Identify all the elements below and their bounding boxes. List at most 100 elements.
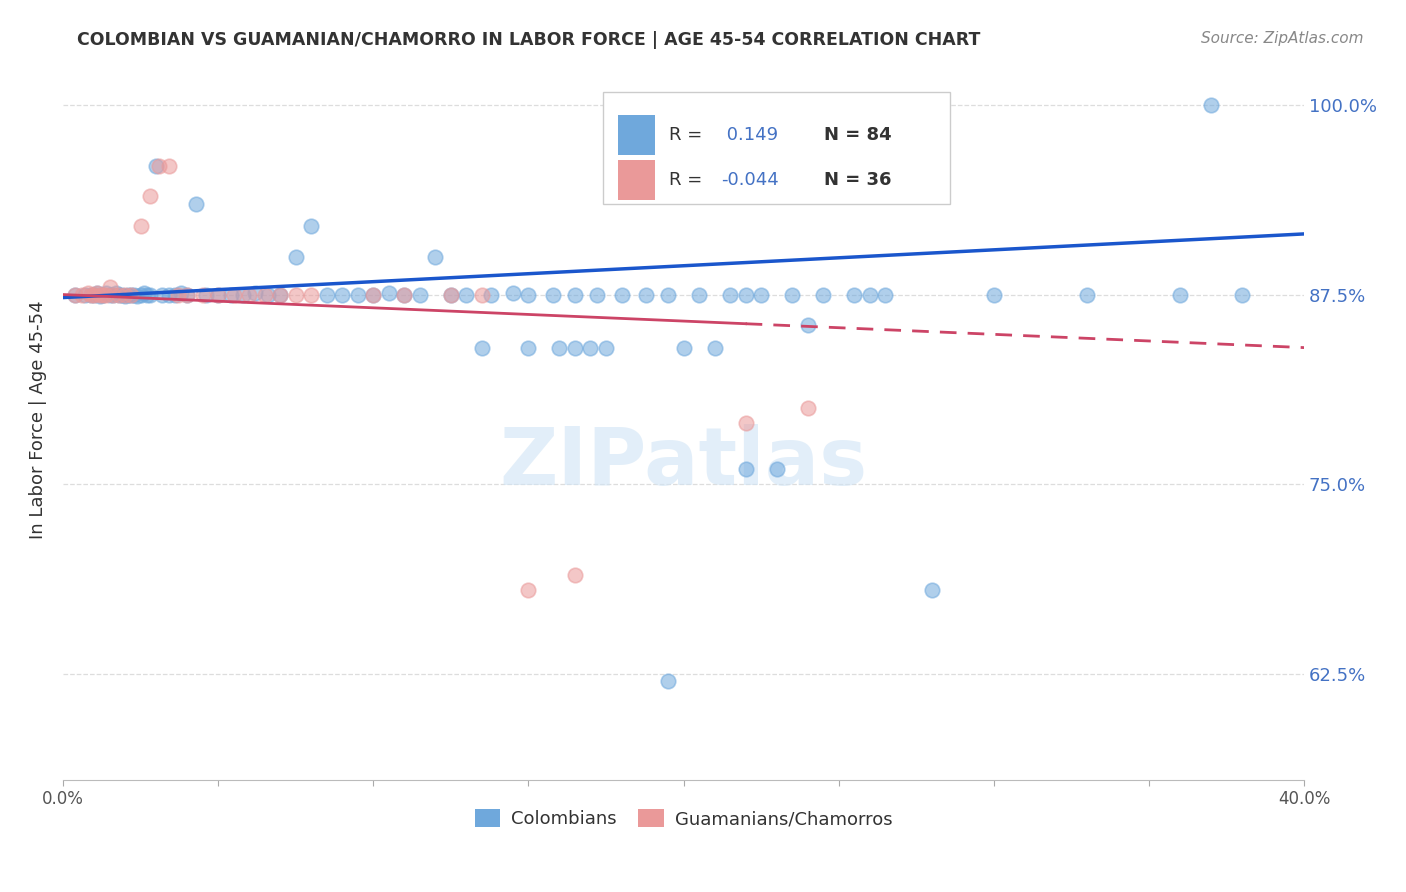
Point [166,287,188,301]
Point [101,287,124,301]
Point [315,287,337,301]
Point [120,287,142,301]
Point [150,287,173,301]
Point [148,159,170,173]
Point [80,287,103,301]
Point [70,287,93,301]
Point [610,287,633,301]
Point [86,286,108,301]
Point [749,287,772,301]
Point [89,287,111,301]
Y-axis label: In Labor Force | Age 45-54: In Labor Force | Age 45-54 [30,301,46,539]
Point [83,287,105,301]
Point [299,219,322,234]
Point [108,287,131,301]
Point [921,583,943,598]
Text: COLOMBIAN VS GUAMANIAN/CHAMORRO IN LABOR FORCE | AGE 45-54 CORRELATION CHART: COLOMBIAN VS GUAMANIAN/CHAMORRO IN LABOR… [77,31,981,49]
Point [1168,287,1191,301]
Point [96,287,118,301]
Point [76,286,98,301]
Point [191,287,214,301]
Point [844,287,866,301]
Point [517,583,540,598]
Point [284,287,307,301]
Point [1199,98,1222,112]
Point [564,287,586,301]
Point [124,287,146,301]
Point [672,341,695,355]
Point [479,287,502,301]
Point [363,287,385,301]
Point [796,318,818,332]
Point [157,159,180,173]
Point [1076,287,1098,301]
Point [65,287,87,301]
Legend: Colombians, Guamanians/Chamorros: Colombians, Guamanians/Chamorros [468,802,900,836]
Point [269,287,291,301]
Point [409,287,432,301]
Point [132,286,155,301]
Point [96,286,118,301]
Point [145,159,167,173]
Point [440,287,463,301]
Point [104,286,127,301]
Point [194,287,217,301]
Point [245,286,267,301]
Point [129,287,152,301]
Point [73,287,96,301]
Point [330,287,353,301]
Point [440,287,463,301]
Point [579,341,602,355]
Point [114,287,136,301]
Point [585,287,607,301]
Point [471,287,494,301]
Point [456,287,478,301]
Point [765,462,787,476]
Text: N = 84: N = 84 [824,126,891,145]
Point [734,287,756,301]
Point [238,287,260,301]
Point [157,287,180,301]
Point [284,250,307,264]
Point [363,287,385,301]
Point [517,341,540,355]
Point [176,287,198,301]
Point [207,287,229,301]
Point [117,287,139,301]
Point [93,287,115,301]
Bar [617,115,655,155]
Point [517,287,540,301]
Point [101,287,124,301]
Point [176,287,198,301]
Point [120,287,142,301]
Point [65,287,87,301]
Point [636,287,658,301]
Point [222,287,245,301]
Text: -0.044: -0.044 [721,171,779,189]
Point [502,286,524,301]
Point [139,287,162,301]
Point [734,417,756,431]
Point [471,341,494,355]
Bar [617,160,655,200]
Point [564,568,586,582]
Point [796,401,818,416]
Point [346,287,368,301]
Point [688,287,710,301]
Point [734,462,756,476]
Point [394,287,416,301]
Point [98,287,121,301]
Point [378,286,401,301]
Text: 0.149: 0.149 [721,126,778,145]
Point [232,287,254,301]
Point [170,286,193,301]
Point [83,287,105,301]
Point [98,280,121,294]
Point [703,341,725,355]
Point [186,196,208,211]
Point [811,287,834,301]
Point [89,289,111,303]
Point [219,287,242,301]
Point [780,287,803,301]
Point [86,286,108,301]
